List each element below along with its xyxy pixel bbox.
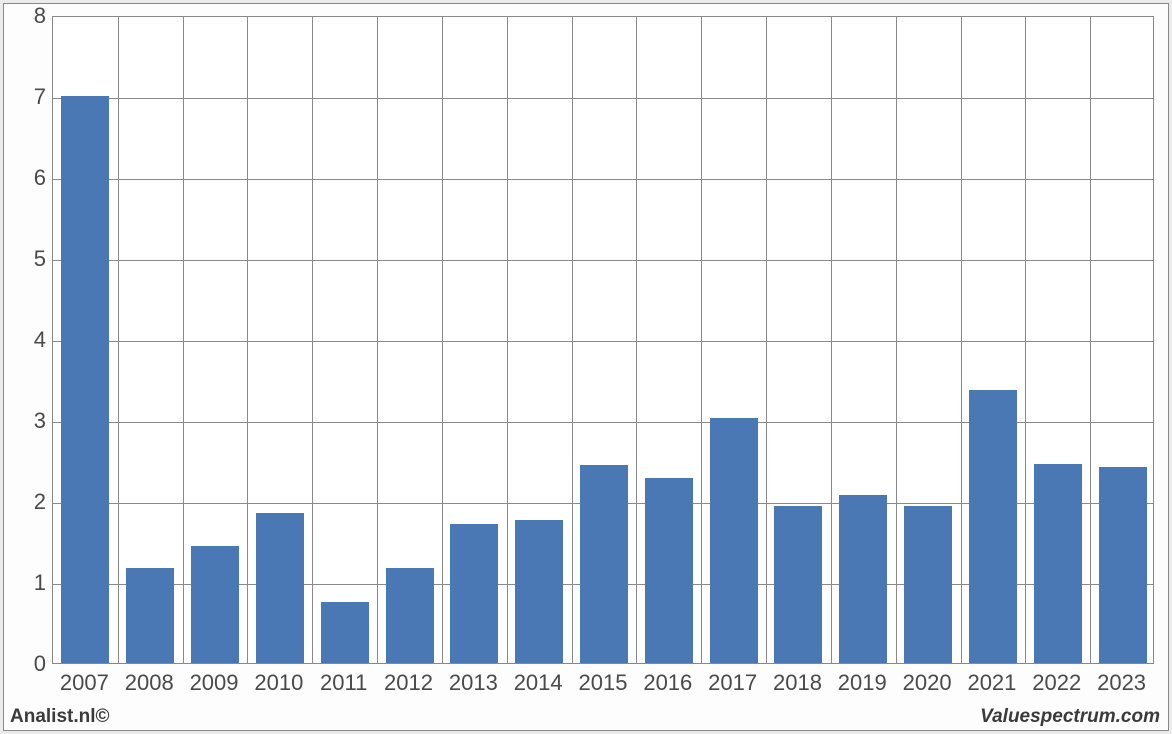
- xtick-label: 2022: [1032, 670, 1081, 696]
- gridline-v: [636, 17, 637, 663]
- bar: [321, 602, 369, 663]
- xtick-label: 2017: [708, 670, 757, 696]
- gridline-v: [831, 17, 832, 663]
- bar: [904, 506, 952, 663]
- gridline-v: [118, 17, 119, 663]
- gridline-v: [1090, 17, 1091, 663]
- xtick-label: 2016: [643, 670, 692, 696]
- bar: [710, 418, 758, 663]
- gridline-v: [961, 17, 962, 663]
- xtick-label: 2018: [773, 670, 822, 696]
- gridline-v: [247, 17, 248, 663]
- bar: [645, 478, 693, 663]
- ytick-label: 6: [22, 165, 46, 191]
- chart-frame: 0 1 2 3 4 5 6 7 8 2007 2008 2009 2010 2011 2012 2013 20…: [3, 3, 1169, 731]
- gridline-h: [53, 341, 1153, 342]
- ytick-label: 2: [22, 489, 46, 515]
- bar: [515, 520, 563, 663]
- ytick-label: 0: [22, 651, 46, 677]
- bar: [126, 568, 174, 663]
- plot-area: [52, 16, 1154, 664]
- ytick-label: 1: [22, 570, 46, 596]
- gridline-v: [312, 17, 313, 663]
- gridline-h: [53, 179, 1153, 180]
- gridline-v: [377, 17, 378, 663]
- gridline-v: [507, 17, 508, 663]
- footer-right-credit: Valuespectrum.com: [980, 706, 1160, 728]
- xtick-label: 2019: [838, 670, 887, 696]
- gridline-h: [53, 260, 1153, 261]
- bar: [839, 495, 887, 663]
- gridline-v: [572, 17, 573, 663]
- xtick-label: 2011: [320, 670, 367, 696]
- xtick-label: 2023: [1097, 670, 1146, 696]
- xtick-label: 2012: [384, 670, 433, 696]
- xtick-label: 2014: [514, 670, 563, 696]
- xtick-label: 2010: [254, 670, 303, 696]
- bar: [450, 524, 498, 663]
- bar: [774, 506, 822, 663]
- ytick-label: 8: [22, 3, 46, 29]
- ytick-label: 4: [22, 327, 46, 353]
- bar: [386, 568, 434, 663]
- xtick-label: 2015: [579, 670, 628, 696]
- ytick-label: 7: [22, 84, 46, 110]
- xtick-label: 2007: [60, 670, 109, 696]
- gridline-v: [896, 17, 897, 663]
- bar: [1034, 464, 1082, 663]
- bar: [191, 546, 239, 663]
- gridline-v: [442, 17, 443, 663]
- xtick-label: 2021: [967, 670, 1016, 696]
- gridline-v: [1025, 17, 1026, 663]
- gridline-v: [766, 17, 767, 663]
- xtick-label: 2013: [449, 670, 498, 696]
- xtick-label: 2009: [190, 670, 239, 696]
- bar: [969, 390, 1017, 663]
- ytick-label: 5: [22, 246, 46, 272]
- gridline-h: [53, 98, 1153, 99]
- xtick-label: 2020: [903, 670, 952, 696]
- ytick-label: 3: [22, 408, 46, 434]
- xtick-label: 2008: [125, 670, 174, 696]
- bar: [580, 465, 628, 663]
- bar: [61, 96, 109, 663]
- gridline-v: [183, 17, 184, 663]
- bar: [1099, 467, 1147, 663]
- bar: [256, 513, 304, 663]
- gridline-v: [701, 17, 702, 663]
- footer-left-credit: Analist.nl©: [10, 706, 110, 728]
